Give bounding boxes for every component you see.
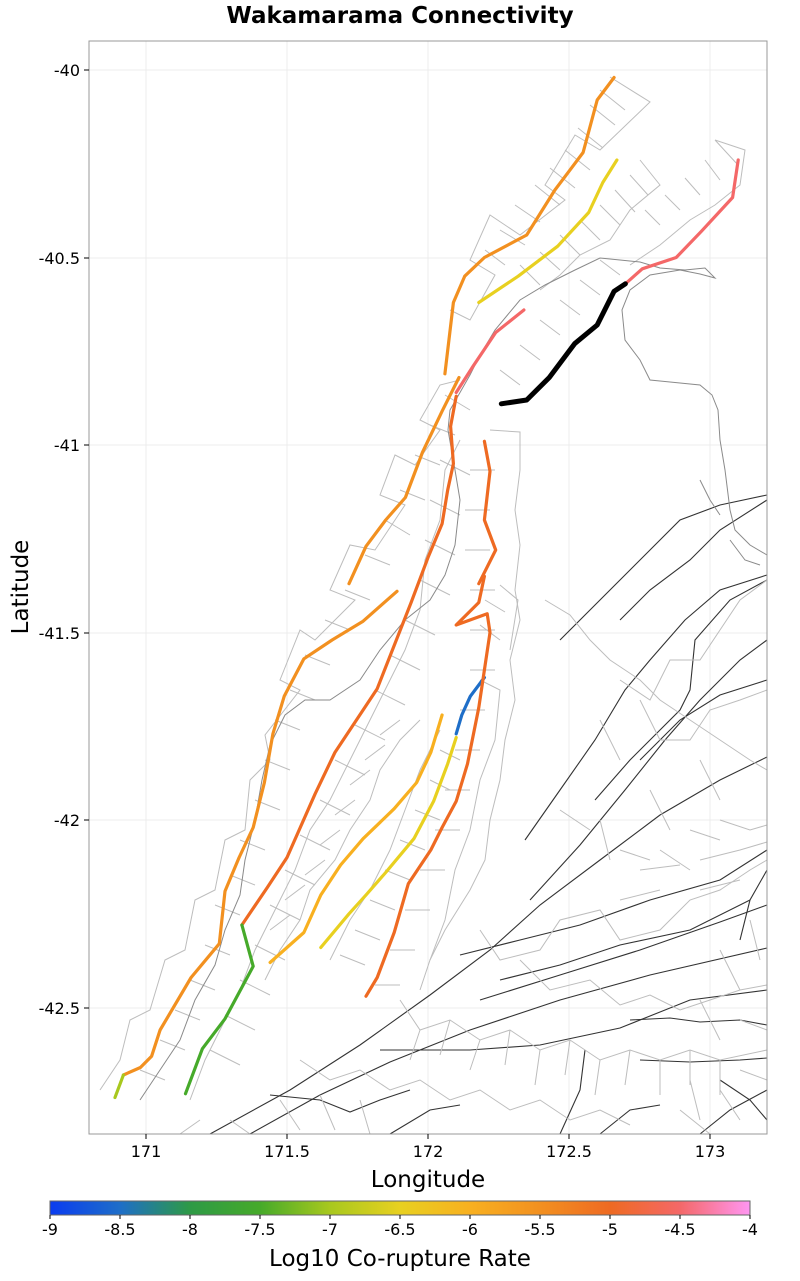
colorbar: -9 -8.5 -8 -7.5 -7 -6.5 -6 -5.5 -5 -4.5 -4 Log10 C… xyxy=(42,1200,758,1272)
colorbar-tick-label: -8 xyxy=(182,1220,198,1239)
fault-section-3 xyxy=(454,308,526,395)
fault-section-13 xyxy=(364,574,492,998)
source-fault-layer xyxy=(498,281,628,407)
plot-area xyxy=(88,40,768,1135)
x-tick-label: 172 xyxy=(413,1142,444,1161)
colorbar-tick-label: -4.5 xyxy=(664,1220,695,1239)
colorbar-tick-label: -5.5 xyxy=(524,1220,555,1239)
colorbar-tick-label: -8.5 xyxy=(104,1220,135,1239)
fault-section-12 xyxy=(454,675,486,736)
chart-title: Wakamarama Connectivity xyxy=(226,3,573,29)
colorbar-tick-label: -7.5 xyxy=(244,1220,275,1239)
x-axis: 171 171.5 172 172.5 173 Longitude xyxy=(131,1134,726,1193)
fault-section-0 xyxy=(443,75,616,376)
y-tick-label: -40.5 xyxy=(39,249,80,268)
fault-section-8 xyxy=(183,923,255,1096)
colorbar-tick-label: -4 xyxy=(742,1220,758,1239)
y-tick-label: -42.5 xyxy=(39,999,80,1018)
colorbar-tick-label: -6.5 xyxy=(384,1220,415,1239)
y-axis-label: Latitude xyxy=(8,540,34,635)
colorbar-ticks: -9 -8.5 -8 -7.5 -7 -6.5 -6 -5.5 -5 -4.5 -4 xyxy=(42,1215,758,1239)
y-tick-label: -41 xyxy=(54,436,80,455)
colorbar-tick-label: -7 xyxy=(322,1220,338,1239)
y-axis: -40 -40.5 -41 -41.5 -42 -42.5 Latitude xyxy=(8,61,89,1018)
y-tick-label: -41.5 xyxy=(39,624,80,643)
colorbar-label: Log10 Co-rupture Rate xyxy=(269,1246,531,1272)
fault-section-7 xyxy=(240,394,458,927)
coastline xyxy=(139,257,768,1101)
fault-section-1 xyxy=(477,158,619,305)
fault-section-11 xyxy=(319,735,458,950)
x-tick-label: 172.5 xyxy=(546,1142,592,1161)
fault-section-9 xyxy=(477,439,498,586)
x-tick-label: 173 xyxy=(695,1142,726,1161)
fault-section-4 xyxy=(347,375,461,586)
x-tick-label: 171 xyxy=(131,1142,162,1161)
colorbar-tick-label: -5 xyxy=(602,1220,618,1239)
colorbar-gradient xyxy=(49,1200,751,1216)
x-tick-label: 171.5 xyxy=(264,1142,310,1161)
co-rupture-sections xyxy=(113,75,740,1100)
colorbar-tick-label: -6 xyxy=(462,1220,478,1239)
fault-section-10 xyxy=(268,713,444,965)
fault-section-6 xyxy=(113,1073,125,1100)
x-axis-label: Longitude xyxy=(371,1167,485,1193)
colorbar-tick-label: -9 xyxy=(42,1220,58,1239)
y-tick-label: -42 xyxy=(54,811,80,830)
y-tick-label: -40 xyxy=(54,61,80,80)
fault-section-mesh xyxy=(99,76,768,1135)
source-fault-wakamarama xyxy=(498,281,628,407)
fault-section-2 xyxy=(623,158,740,286)
fault-section-5 xyxy=(121,589,399,1077)
background-fault-traces xyxy=(209,494,768,1135)
